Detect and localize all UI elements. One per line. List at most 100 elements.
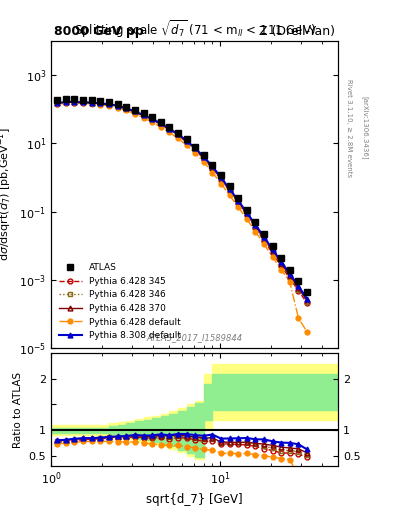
ATLAS	[89, 97, 94, 103]
Pythia 6.428 345	[54, 101, 59, 107]
Pythia 6.428 370	[210, 164, 215, 170]
Pythia 6.428 346	[270, 249, 275, 255]
Pythia 6.428 345	[124, 106, 129, 112]
Pythia 6.428 345	[98, 101, 103, 107]
Pythia 6.428 default	[210, 169, 215, 176]
ATLAS	[227, 183, 232, 189]
Pythia 6.428 370	[270, 248, 275, 254]
Pythia 6.428 370	[107, 101, 111, 108]
Pythia 6.428 346	[202, 155, 206, 161]
ATLAS	[288, 267, 292, 273]
Pythia 6.428 default	[98, 101, 103, 108]
Pythia 6.428 default	[184, 142, 189, 148]
Pythia 6.428 default	[296, 315, 301, 322]
Pythia 6.428 370	[288, 273, 292, 279]
Pythia 8.308 default	[262, 234, 266, 240]
Pythia 6.428 345	[210, 166, 215, 172]
Pythia 8.308 default	[167, 125, 172, 132]
Pythia 6.428 default	[219, 181, 223, 187]
ATLAS	[236, 195, 241, 201]
Pythia 6.428 346	[63, 99, 68, 105]
Pythia 6.428 345	[115, 103, 120, 110]
Pythia 6.428 345	[176, 133, 180, 139]
Pythia 6.428 345	[236, 200, 241, 206]
Pythia 8.308 default	[184, 138, 189, 144]
Pythia 8.308 default	[141, 112, 146, 118]
Pythia 6.428 346	[244, 211, 249, 218]
Pythia 6.428 370	[133, 109, 138, 115]
Pythia 6.428 default	[227, 193, 232, 199]
Pythia 6.428 345	[305, 300, 309, 306]
Line: Pythia 8.308 default: Pythia 8.308 default	[54, 100, 310, 301]
Pythia 8.308 default	[193, 145, 198, 152]
Pythia 8.308 default	[150, 116, 154, 122]
ATLAS	[141, 111, 146, 117]
Pythia 8.308 default	[98, 100, 103, 106]
Pythia 6.428 346	[133, 109, 138, 115]
Pythia 8.308 default	[158, 120, 163, 126]
Pythia 6.428 346	[167, 126, 172, 132]
ATLAS	[184, 136, 189, 142]
Pythia 6.428 default	[158, 124, 163, 130]
Pythia 6.428 346	[81, 99, 86, 105]
Pythia 6.428 370	[236, 199, 241, 205]
Pythia 6.428 345	[296, 288, 301, 294]
Pythia 6.428 default	[107, 103, 111, 109]
Pythia 6.428 default	[150, 119, 154, 125]
Pythia 6.428 346	[184, 139, 189, 145]
ATLAS	[150, 114, 154, 120]
ATLAS	[193, 143, 198, 150]
Text: Rivet 3.1.10, ≥ 2.8M events: Rivet 3.1.10, ≥ 2.8M events	[346, 79, 352, 177]
Pythia 6.428 default	[133, 111, 138, 117]
ATLAS	[279, 254, 284, 261]
ATLAS	[270, 243, 275, 249]
Pythia 8.308 default	[63, 99, 68, 105]
Pythia 6.428 345	[202, 156, 206, 162]
ATLAS	[115, 101, 120, 107]
Pythia 8.308 default	[72, 99, 77, 105]
Pythia 6.428 345	[167, 126, 172, 133]
Pythia 6.428 370	[72, 99, 77, 105]
Pythia 6.428 345	[262, 238, 266, 244]
Line: Pythia 6.428 346: Pythia 6.428 346	[54, 100, 310, 304]
ATLAS	[262, 231, 266, 237]
ATLAS	[81, 97, 86, 103]
Pythia 6.428 345	[107, 102, 111, 108]
Pythia 6.428 370	[305, 297, 309, 304]
Pythia 6.428 370	[124, 105, 129, 112]
Pythia 8.308 default	[253, 222, 258, 228]
ATLAS	[219, 172, 223, 178]
Pythia 6.428 370	[279, 261, 284, 267]
Pythia 6.428 370	[296, 285, 301, 291]
Pythia 6.428 default	[193, 150, 198, 156]
ATLAS	[54, 97, 59, 103]
Pythia 6.428 345	[89, 100, 94, 106]
Pythia 6.428 345	[270, 250, 275, 257]
Text: Z (Drell-Yan): Z (Drell-Yan)	[259, 25, 335, 38]
Pythia 8.308 default	[115, 102, 120, 109]
Pythia 6.428 346	[176, 132, 180, 138]
Pythia 6.428 370	[184, 138, 189, 144]
X-axis label: sqrt{d_7} [GeV]: sqrt{d_7} [GeV]	[146, 493, 243, 506]
Pythia 6.428 default	[288, 279, 292, 285]
Pythia 6.428 346	[288, 274, 292, 280]
Pythia 8.308 default	[288, 271, 292, 277]
Pythia 8.308 default	[279, 259, 284, 265]
Line: ATLAS: ATLAS	[54, 96, 310, 294]
ATLAS	[253, 219, 258, 225]
Pythia 6.428 346	[305, 298, 309, 305]
Pythia 6.428 370	[193, 146, 198, 152]
ATLAS	[124, 103, 129, 110]
ATLAS	[107, 99, 111, 105]
Pythia 6.428 370	[176, 132, 180, 138]
Pythia 6.428 345	[244, 212, 249, 219]
Pythia 6.428 346	[72, 99, 77, 105]
ATLAS	[133, 107, 138, 113]
Pythia 8.308 default	[210, 163, 215, 169]
Pythia 6.428 346	[227, 187, 232, 194]
Pythia 6.428 345	[227, 188, 232, 194]
ATLAS	[63, 96, 68, 102]
Pythia 6.428 default	[115, 104, 120, 111]
Pythia 6.428 default	[141, 115, 146, 121]
Pythia 6.428 346	[236, 199, 241, 205]
